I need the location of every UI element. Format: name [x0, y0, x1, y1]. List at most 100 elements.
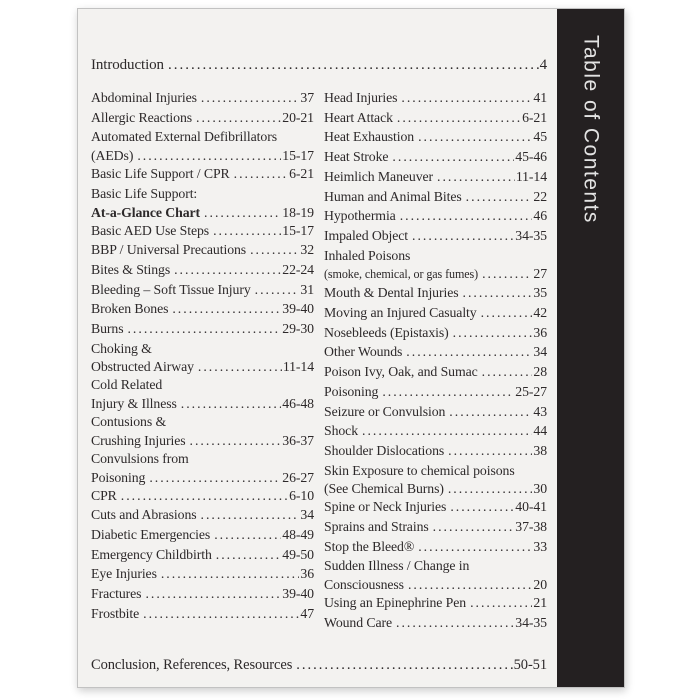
entry-label: Heart Attack	[324, 109, 393, 125]
entry-label: Automated External Defibrillators	[91, 129, 277, 145]
toc-entry: BBP / Universal Precautions.............…	[91, 240, 314, 260]
toc-entry: Human and Animal Bites..................…	[324, 187, 547, 207]
entry-page: 49-50	[282, 546, 314, 562]
toc-entry-line: Head Injuries...........................…	[324, 88, 547, 108]
entry-label: Human and Animal Bites	[324, 188, 462, 204]
entry-label: Burns	[91, 321, 124, 337]
toc-entry: Wound Care..............................…	[324, 613, 547, 633]
toc-entry-line: Moving an Injured Casualty..............…	[324, 303, 547, 323]
toc-column-left: Abdominal Injuries......................…	[91, 88, 314, 633]
toc-entry-line: Human and Animal Bites..................…	[324, 187, 547, 207]
toc-entry: Poisoning...............................…	[324, 382, 547, 402]
toc-entry: Emergency Childbirth....................…	[91, 545, 314, 565]
dot-leader: ........................................…	[482, 266, 532, 282]
dot-leader: ........................................…	[149, 469, 281, 485]
toc-entry: Broken Bones............................…	[91, 299, 314, 319]
entry-label: At-a-Glance Chart	[91, 204, 201, 220]
dot-leader: ........................................…	[448, 442, 532, 458]
toc-entry-line: BBP / Universal Precautions.............…	[91, 240, 314, 260]
entry-label: Using an Epinephrine Pen	[324, 595, 467, 611]
toc-entry-line: Spine or Neck Injuries..................…	[324, 497, 547, 517]
entry-page: 39-40	[282, 586, 314, 602]
toc-entry: Contusions & Crushing Injuries...........…	[91, 412, 314, 449]
toc-page: Introduction ...........................…	[77, 8, 625, 688]
entry-page: 45	[533, 129, 547, 145]
toc-entry-line: At-a-Glance Chart.......................…	[91, 204, 314, 221]
toc-entry-line: Injury & Illness........................…	[91, 395, 314, 412]
entry-page: 34	[533, 344, 547, 360]
dot-leader: ........................................…	[204, 204, 281, 220]
dot-leader: ........................................…	[143, 605, 299, 621]
dot-leader: ........................................…	[412, 227, 514, 243]
entry-label: Introduction	[91, 57, 164, 73]
entry-label: Eye Injuries	[91, 566, 157, 582]
toc-entry-line: Seizure or Convulsion...................…	[324, 402, 547, 422]
entry-page: 6-21	[289, 166, 314, 182]
entry-label: Abdominal Injuries	[91, 90, 197, 105]
toc-entry: Moving an Injured Casualty..............…	[324, 303, 547, 323]
toc-entry: Head Injuries...........................…	[324, 88, 547, 108]
dot-leader: ........................................…	[418, 538, 533, 554]
dot-leader: ........................................…	[197, 359, 282, 375]
dot-leader: ........................................…	[382, 383, 514, 399]
entry-page: 29-30	[282, 321, 314, 337]
entry-label: (See Chemical Burns)	[324, 481, 444, 497]
entry-label: Basic Life Support / CPR	[91, 166, 230, 182]
entry-label: Sudden Illness / Change in	[324, 558, 470, 574]
entry-label: Heat Stroke	[324, 149, 389, 165]
entry-label: Nosebleeds (Epistaxis)	[324, 324, 449, 340]
toc-entry: Basic Life Support / CPR................…	[91, 164, 314, 184]
toc-entry: Other Wounds............................…	[324, 342, 547, 362]
toc-entry-line: Convulsions from	[91, 449, 314, 469]
toc-entry-line: Hypothermia.............................…	[324, 206, 547, 226]
entry-label: (AEDs)	[91, 148, 134, 164]
toc-entry: Impaled Object..........................…	[324, 226, 547, 246]
toc-entry-line: Stop the Bleed®.........................…	[324, 537, 547, 557]
toc-entry-line: Wound Care..............................…	[324, 613, 547, 633]
toc-entry: Eye Injuries............................…	[91, 564, 314, 584]
toc-content: Introduction ...........................…	[91, 9, 547, 687]
entry-page: 33	[533, 538, 547, 554]
entry-label: Stop the Bleed®	[324, 538, 415, 554]
entry-page: 36-37	[282, 432, 314, 448]
toc-entry: Heimlich Maneuver.......................…	[324, 167, 547, 187]
entry-page: 35	[533, 285, 547, 301]
entry-page: 41	[533, 90, 547, 105]
entry-label: Moving an Injured Casualty	[324, 305, 477, 321]
entry-label: Poisoning	[324, 383, 379, 399]
entry-label: Broken Bones	[91, 301, 169, 317]
entry-page: 37	[300, 90, 314, 105]
toc-entry-line: Contusions &	[91, 412, 314, 432]
entry-page: 37-38	[515, 519, 547, 535]
dot-leader: ........................................…	[396, 109, 522, 125]
entry-page: 34-35	[515, 227, 547, 243]
toc-entry-line: Broken Bones............................…	[91, 299, 314, 319]
entry-page: 25-27	[515, 383, 547, 399]
toc-entry-line: Basic Life Support / CPR................…	[91, 164, 314, 184]
toc-entry: Seizure or Convulsion...................…	[324, 402, 547, 422]
toc-entry-line: Cold Related	[91, 375, 314, 395]
toc-entry-conclusion: Conclusion, References, Resources ......…	[91, 655, 547, 675]
dot-leader: ........................................…	[449, 403, 532, 419]
toc-entry: Cuts and Abrasions......................…	[91, 505, 314, 525]
entry-label: Consciousness	[324, 577, 404, 593]
toc-entry-line: Impaled Object..........................…	[324, 226, 547, 246]
toc-entry: Poison Ivy, Oak, and Sumac..............…	[324, 362, 547, 382]
dot-leader: ........................................…	[437, 168, 515, 184]
toc-entry-line: Heat Exhaustion.........................…	[324, 127, 547, 147]
entry-label: Poisoning	[91, 469, 146, 485]
entry-page: 4	[539, 57, 548, 73]
toc-entry-line: (smoke, chemical, or gas fumes).........…	[324, 265, 547, 283]
toc-entry: Stop the Bleed®.........................…	[324, 537, 547, 557]
dot-leader: ........................................…	[481, 364, 533, 380]
toc-entry: Basic Life Support: At-a-Glance Chart....…	[91, 184, 314, 221]
toc-entry: Choking & Obstructed Airway..............…	[91, 339, 314, 376]
entry-label: Convulsions from	[91, 450, 189, 466]
entry-page: 39-40	[282, 301, 314, 317]
dot-leader: ........................................…	[254, 281, 300, 297]
toc-entry-line: Cuts and Abrasions......................…	[91, 505, 314, 525]
dot-leader: ........................................…	[167, 57, 539, 73]
sidebar-title: Table of Contents	[579, 35, 603, 224]
entry-label: Injury & Illness	[91, 396, 177, 412]
entry-label: Conclusion, References, Resources	[91, 656, 293, 673]
